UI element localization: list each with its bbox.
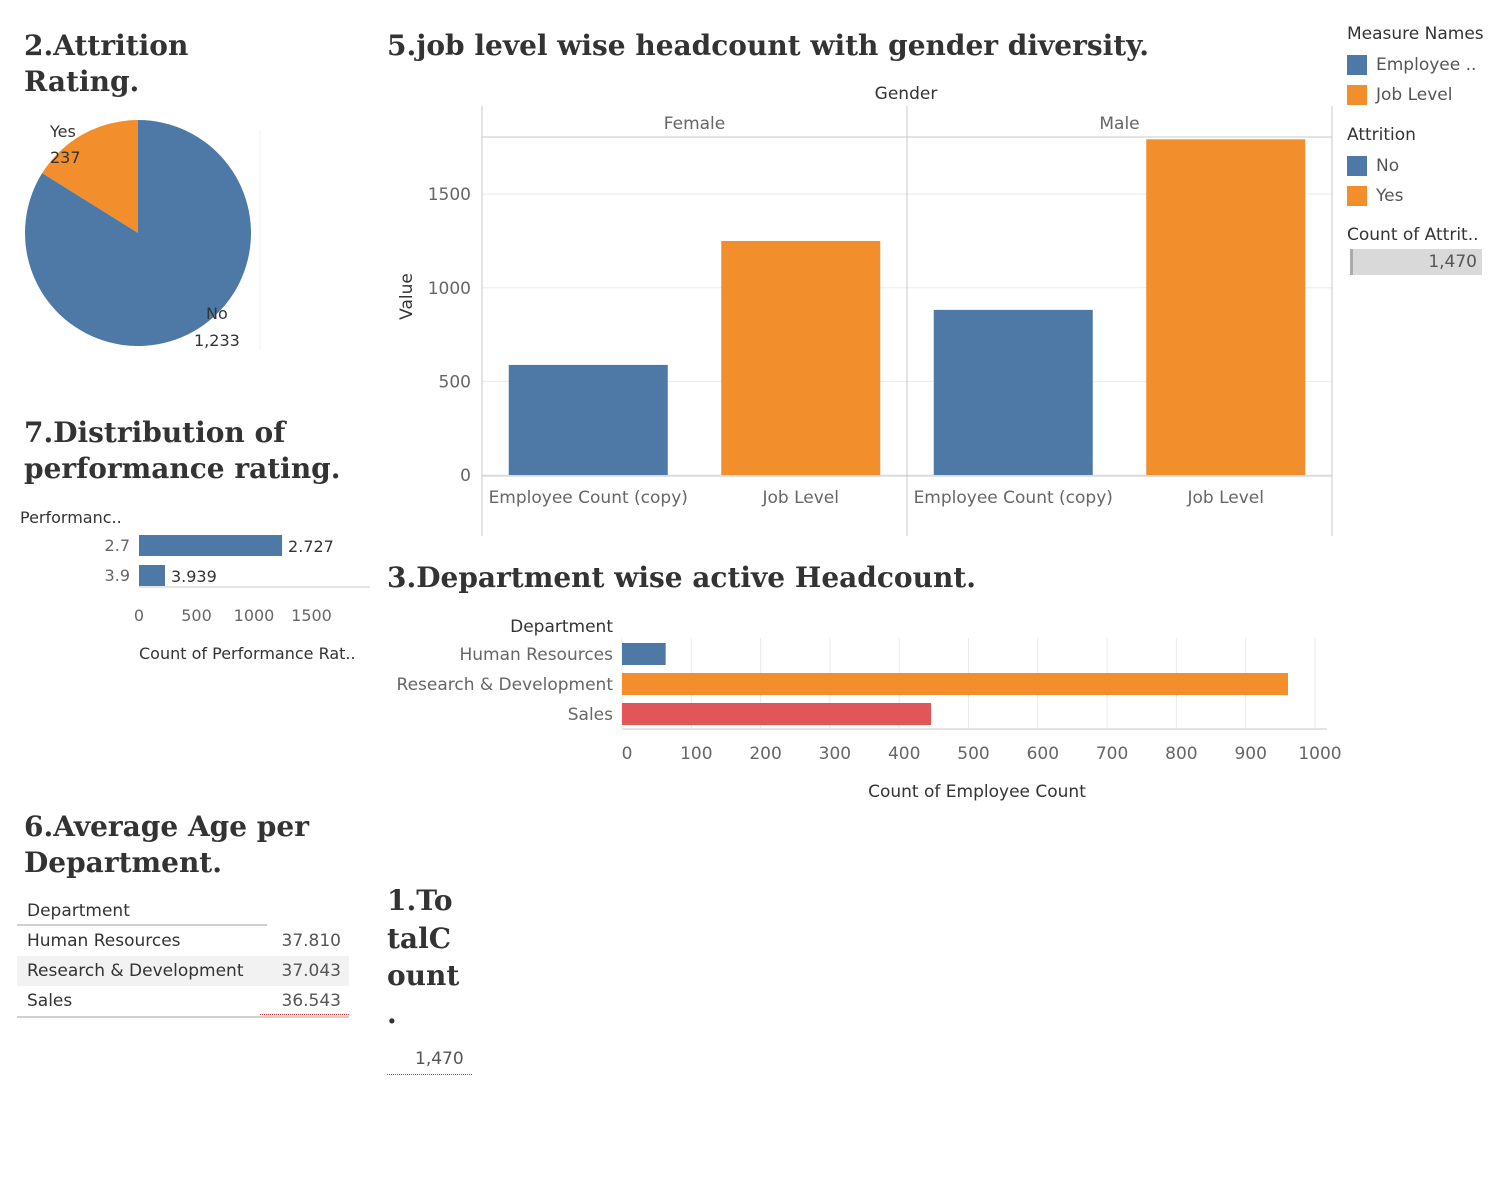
table-row[interactable]: Sales 36.543 [17,986,349,1016]
department-title: 3.Department wise active Headcount. [387,561,976,594]
bar-department-0[interactable] [622,643,666,665]
y-tick-label: 3.9 [105,566,130,585]
pie-label-no-value: 1,233 [194,331,240,350]
x-tick-label: 100 [680,744,712,764]
x-tick-label: 200 [749,744,781,764]
x-axis-label: Count of Employee Count [868,782,1086,802]
x-tick-label: Employee Count (copy) [914,488,1113,508]
facet-title: Gender [875,84,938,104]
y-tick-label: 1500 [428,185,471,205]
x-tick-label: Job Level [762,488,839,508]
legend-swatch [1347,156,1367,176]
department-cell: Research & Development [27,961,244,981]
pie-slice-no[interactable] [25,120,252,346]
bar-department-1[interactable] [622,673,1288,695]
average-age-table: Department Human Resources 37.810 Resear… [17,898,349,1018]
measure-names-legend: Measure Names Employee .. Job Level [1347,24,1492,110]
x-tick-label: 600 [1027,744,1059,764]
facet-label-male: Male [1099,114,1139,134]
x-tick-label: 900 [1234,744,1266,764]
department-cell: Sales [27,991,73,1011]
y-tick-label: 500 [439,372,471,392]
x-tick-label: 1500 [291,606,332,625]
row-header: Department [510,617,613,637]
x-tick-label: 400 [888,744,920,764]
total-count-value[interactable]: 1,470 [415,1049,464,1069]
table-underline [260,1014,349,1015]
bar-female-0[interactable] [508,364,668,475]
attrition-pie-chart[interactable]: Yes 237 No 1,233 [20,110,280,360]
table-header: Department [17,898,267,926]
total-title: 1.To talC ount . [387,884,460,1030]
y-tick-label: 2.7 [105,536,130,555]
legend-title: Measure Names [1347,24,1484,44]
attrition-title: 2.Attrition Rating. [24,29,189,98]
performance-rating-chart[interactable]: Performanc.. 2.7 2.727 3.9 3.939 0 500 1000 1500… [15,505,380,670]
legend-title: Attrition [1347,125,1416,145]
x-tick-label: 0 [134,606,144,625]
job-level-gender-chart[interactable]: Gender 0 500 1000 1500 Value Female Employee Co… [385,78,1345,543]
pie-label-no-name: No [206,304,228,323]
legend-swatch [1347,55,1367,75]
x-tick-label: Job Level [1187,488,1264,508]
bar-female-1[interactable] [721,240,881,475]
y-tick-label: Research & Development [397,675,614,695]
age-value-cell: 37.043 [281,961,341,981]
x-axis-label: Count of Performance Rat.. [139,644,356,663]
pie-label-yes-name: Yes [49,122,76,141]
pie-slice-yes[interactable] [42,120,138,233]
legend-item-no[interactable]: No [1347,151,1492,181]
department-cell: Human Resources [27,931,181,951]
x-tick-label: 1000 [234,606,275,625]
x-tick-label: 300 [819,744,851,764]
table-row[interactable]: Human Resources 37.810 [17,926,349,956]
x-tick-label: Employee Count (copy) [489,488,688,508]
bar-rating-0[interactable] [139,535,283,556]
table-divider [17,1016,349,1018]
x-tick-label: 1000 [1298,744,1341,764]
x-tick-label: 800 [1165,744,1197,764]
legend-item-job-level[interactable]: Job Level [1347,80,1492,110]
x-tick-label: 0 [622,744,633,764]
legend-label: Yes [1376,186,1404,206]
x-tick-label: 700 [1096,744,1128,764]
x-tick-label: 500 [957,744,989,764]
data-label: 2.727 [288,537,334,556]
bar-rating-1[interactable] [139,565,165,586]
count-filter-legend: Count of Attrit.. [1347,225,1492,251]
legend-label: No [1376,156,1400,176]
table-row[interactable]: Research & Development 37.043 [17,956,349,986]
facet-label-female: Female [664,114,725,134]
department-headcount-chart[interactable]: Department 0 100 200 300 400 500 600 700 800 900 10… [385,610,1345,810]
x-tick-label: 500 [181,606,212,625]
legend-item-employee[interactable]: Employee .. [1347,50,1492,80]
legend-label: Job Level [1376,85,1453,105]
job-level-title: 5.job level wise headcount with gender d… [387,29,1149,62]
age-value-cell: 37.810 [281,931,341,951]
y-tick-label: 0 [460,466,471,486]
total-underline [387,1074,472,1075]
bar-male-1[interactable] [1146,139,1306,475]
legend-label: Employee .. [1376,55,1477,75]
bar-male-0[interactable] [933,309,1093,475]
count-filter-slider[interactable]: 1,470 [1350,249,1482,275]
performance-title: 7.Distribution of performance rating. [24,416,341,485]
y-tick-label: Human Resources [459,645,613,665]
bar-department-2[interactable] [622,703,932,725]
row-header: Performanc.. [20,508,122,527]
y-axis-label: Value [397,273,417,320]
legend-title: Count of Attrit.. [1347,225,1479,245]
age-title: 6.Average Age per Department. [24,810,309,879]
y-tick-label: 1000 [428,279,471,299]
y-tick-label: Sales [568,705,613,725]
age-value-cell: 36.543 [281,991,341,1011]
pie-label-yes-value: 237 [50,148,81,167]
legend-swatch [1347,186,1367,206]
legend-item-yes[interactable]: Yes [1347,181,1492,211]
attrition-legend: Attrition No Yes [1347,125,1492,211]
data-label: 3.939 [171,567,217,586]
legend-swatch [1347,85,1367,105]
